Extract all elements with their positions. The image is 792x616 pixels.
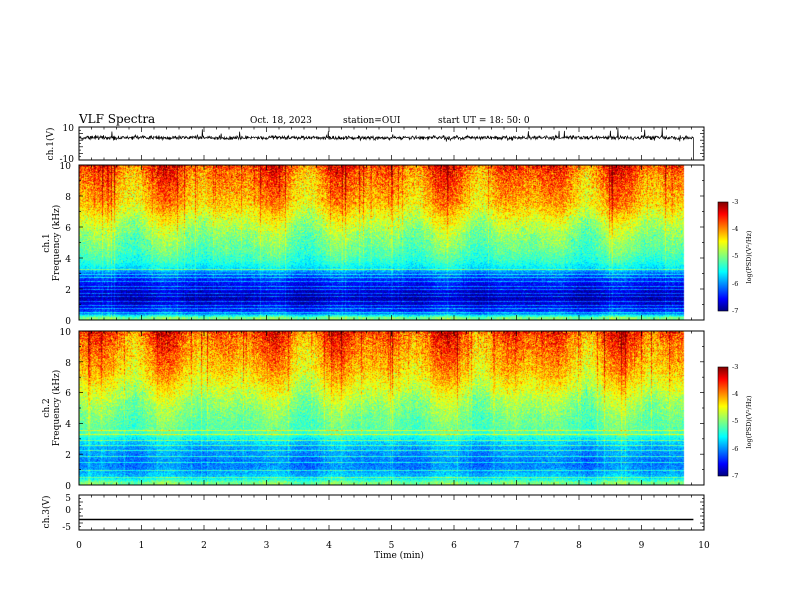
- figure-title: VLF Spectra: [78, 112, 155, 126]
- ch1-colorbar-tick-m7: -7: [732, 307, 738, 315]
- ch1-colorbar-tick-m4: -4: [732, 225, 738, 233]
- ch1-spectrogram-ylabel-frequency: Frequency (kHz): [51, 205, 62, 282]
- ch1-ytick-bottom: -10: [60, 155, 75, 165]
- ch1-colorbar-tick-m5: -5: [732, 252, 738, 260]
- panel-frames: [78, 126, 705, 531]
- ch1-spectrogram-ylabel-channel: ch.1: [42, 233, 52, 252]
- ch1-waveform-trace: [78, 127, 694, 160]
- ch1-colorbar-tick-m6: -6: [732, 280, 738, 288]
- ch1-colorbar: [717, 201, 729, 312]
- station-label: station=OUI: [343, 116, 401, 126]
- time-tick-label-7: 7: [514, 541, 520, 551]
- time-tick-label-5: 5: [389, 541, 395, 551]
- time-axis-ticks: 0 1 2 3 4 5 6 7 8 9 10: [76, 541, 710, 551]
- start-time-label: start UT = 18: 50: 0: [438, 116, 530, 126]
- ch1-spectrogram-image: [79, 165, 694, 320]
- ch1-spectrogram-panel: 0 2 4 6 8 10 ch.1 Frequency (kHz) -3 -4 …: [42, 162, 753, 327]
- time-tick-label-2: 2: [201, 541, 207, 551]
- figure-date: Oct. 18, 2023: [250, 116, 312, 126]
- ch2-freq-tick-6: 6: [65, 389, 71, 399]
- ch1-freq-tick-2: 2: [65, 286, 71, 296]
- ch3-waveform-ylabel: ch.3(V): [41, 496, 52, 529]
- ch2-colorbar: [717, 366, 729, 477]
- ch2-colorbar-tick-m4: -4: [732, 390, 738, 398]
- time-tick-label-4: 4: [326, 541, 332, 551]
- ch1-freq-tick-8: 8: [65, 193, 71, 203]
- ch3-ytick-top: 5: [65, 494, 71, 504]
- ch2-colorbar-tick-m7: -7: [732, 472, 738, 480]
- ch1-freq-tick-4: 4: [65, 255, 71, 265]
- ch1-ytick-top: 10: [63, 124, 75, 134]
- ch3-ytick-bottom: -5: [62, 523, 71, 533]
- time-tick-label-9: 9: [639, 541, 645, 551]
- ch2-freq-tick-0: 0: [65, 482, 71, 492]
- ch1-colorbar-label: log(PSD)(V²/Hz): [745, 230, 753, 283]
- ch2-spectrogram-panel: 0 2 4 6 8 10 ch.2 Frequency (kHz) -3 -4 …: [42, 328, 753, 492]
- ch1-freq-tick-10: 10: [60, 162, 72, 172]
- ch2-spectrogram-image: [79, 331, 694, 485]
- ch1-waveform-ylabel: ch.1(V): [45, 128, 56, 161]
- ch3-ytick-mid: 0: [65, 506, 71, 516]
- ch2-freq-tick-2: 2: [65, 451, 71, 461]
- ch2-colorbar-tick-m5: -5: [732, 417, 738, 425]
- ch3-waveform-panel: 5 0 -5 ch.3(V): [41, 494, 694, 533]
- ch2-colorbar-tick-m6: -6: [732, 445, 738, 453]
- time-tick-label-1: 1: [139, 541, 145, 551]
- ch1-waveform-panel: 10 -10 ch.1(V): [45, 124, 694, 165]
- time-tick-label-6: 6: [451, 541, 457, 551]
- ch2-freq-tick-4: 4: [65, 420, 71, 430]
- ch2-spectrogram-ylabel-frequency: Frequency (kHz): [51, 370, 62, 447]
- ch2-colorbar-tick-m3: -3: [732, 363, 738, 371]
- ch2-freq-tick-10: 10: [60, 328, 72, 338]
- ch1-colorbar-tick-m3: -3: [732, 198, 738, 206]
- ch1-spectrogram-image-holder: [79, 165, 694, 320]
- time-tick-label-8: 8: [576, 541, 582, 551]
- ch2-spectrogram-ylabel-channel: ch.2: [42, 398, 52, 417]
- time-tick-label-3: 3: [264, 541, 270, 551]
- ch2-spectrogram-image-holder: [79, 331, 694, 485]
- ch1-freq-tick-6: 6: [65, 224, 71, 234]
- time-tick-label-10: 10: [698, 541, 710, 551]
- ch1-freq-tick-0: 0: [65, 317, 71, 327]
- ch2-colorbar-label: log(PSD)(V²/Hz): [745, 395, 753, 448]
- time-tick-label-0: 0: [76, 541, 82, 551]
- ch3-waveform-frame: [78, 494, 705, 531]
- time-axis-label: Time (min): [374, 550, 424, 561]
- ch2-freq-tick-8: 8: [65, 359, 71, 369]
